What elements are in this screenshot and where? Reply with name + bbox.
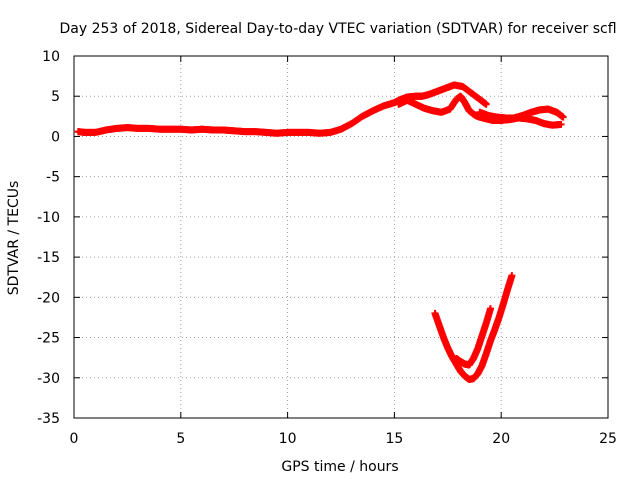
series-arc-third [476,105,567,122]
series-arc-main [74,81,490,137]
data-point-marker [487,305,495,313]
y-tick-label: -20 [37,290,60,306]
x-axis-label: GPS time / hours [281,459,398,475]
y-tick-label: -25 [37,331,60,347]
x-tick-label: 25 [599,431,617,447]
x-tick-label: 10 [279,431,297,447]
data-point-marker [508,272,516,280]
series-dip-upper [452,305,495,369]
y-tick-label: -35 [37,411,60,427]
x-tick-label: 15 [385,431,403,447]
y-tick-label: 10 [42,49,60,65]
y-axis-label: SDTVAR / TECUs [6,181,22,296]
y-tick-label: 0 [51,129,60,145]
x-tick-label: 20 [492,431,510,447]
y-tick-label: -5 [46,170,60,186]
x-tick-label: 0 [70,431,79,447]
y-tick-label: -30 [37,371,60,387]
data-point-marker [559,113,567,121]
axis-ticks: 0 5 10 15 20 25 10 5 0 -5 -10 -15 -20 -25 -30 -35 [37,49,617,447]
chart-title: Day 253 of 2018, Sidereal Day-to-day VTE… [59,21,616,37]
y-tick-label: -15 [37,250,60,266]
data-point-marker [557,120,565,128]
y-tick-label: -10 [37,210,60,226]
data-markers [74,81,567,383]
plot-frame [73,55,609,419]
y-tick-label: 5 [51,89,60,105]
series-dip-lower [431,272,516,383]
data-point-marker [482,100,490,108]
x-tick-label: 5 [176,431,185,447]
